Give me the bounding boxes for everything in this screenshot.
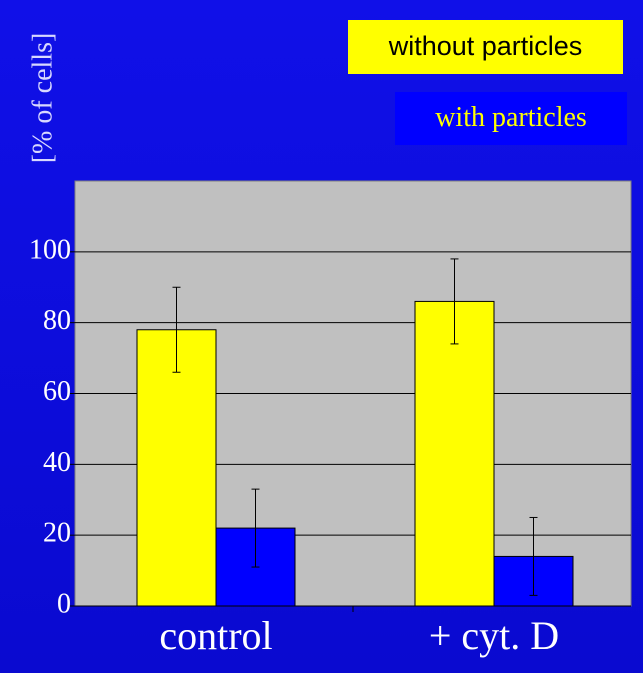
y-tick-label: 40 — [43, 447, 71, 478]
legend-label: without particles — [388, 31, 583, 61]
y-tick-label: 100 — [29, 234, 71, 265]
x-tick-label: + cyt. D — [429, 613, 559, 658]
y-tick-label: 0 — [57, 588, 71, 619]
legend-label: with particles — [435, 102, 587, 133]
y-tick-label: 60 — [43, 376, 71, 407]
legend-swatch — [348, 20, 623, 74]
legend-swatch — [395, 92, 627, 145]
x-tick-label: control — [159, 613, 272, 658]
bar — [414, 300, 495, 607]
y-tick-label: 20 — [43, 518, 71, 549]
y-axis-label: [% of cells] — [27, 33, 58, 164]
bar — [136, 329, 217, 607]
y-tick-label: 80 — [43, 305, 71, 336]
